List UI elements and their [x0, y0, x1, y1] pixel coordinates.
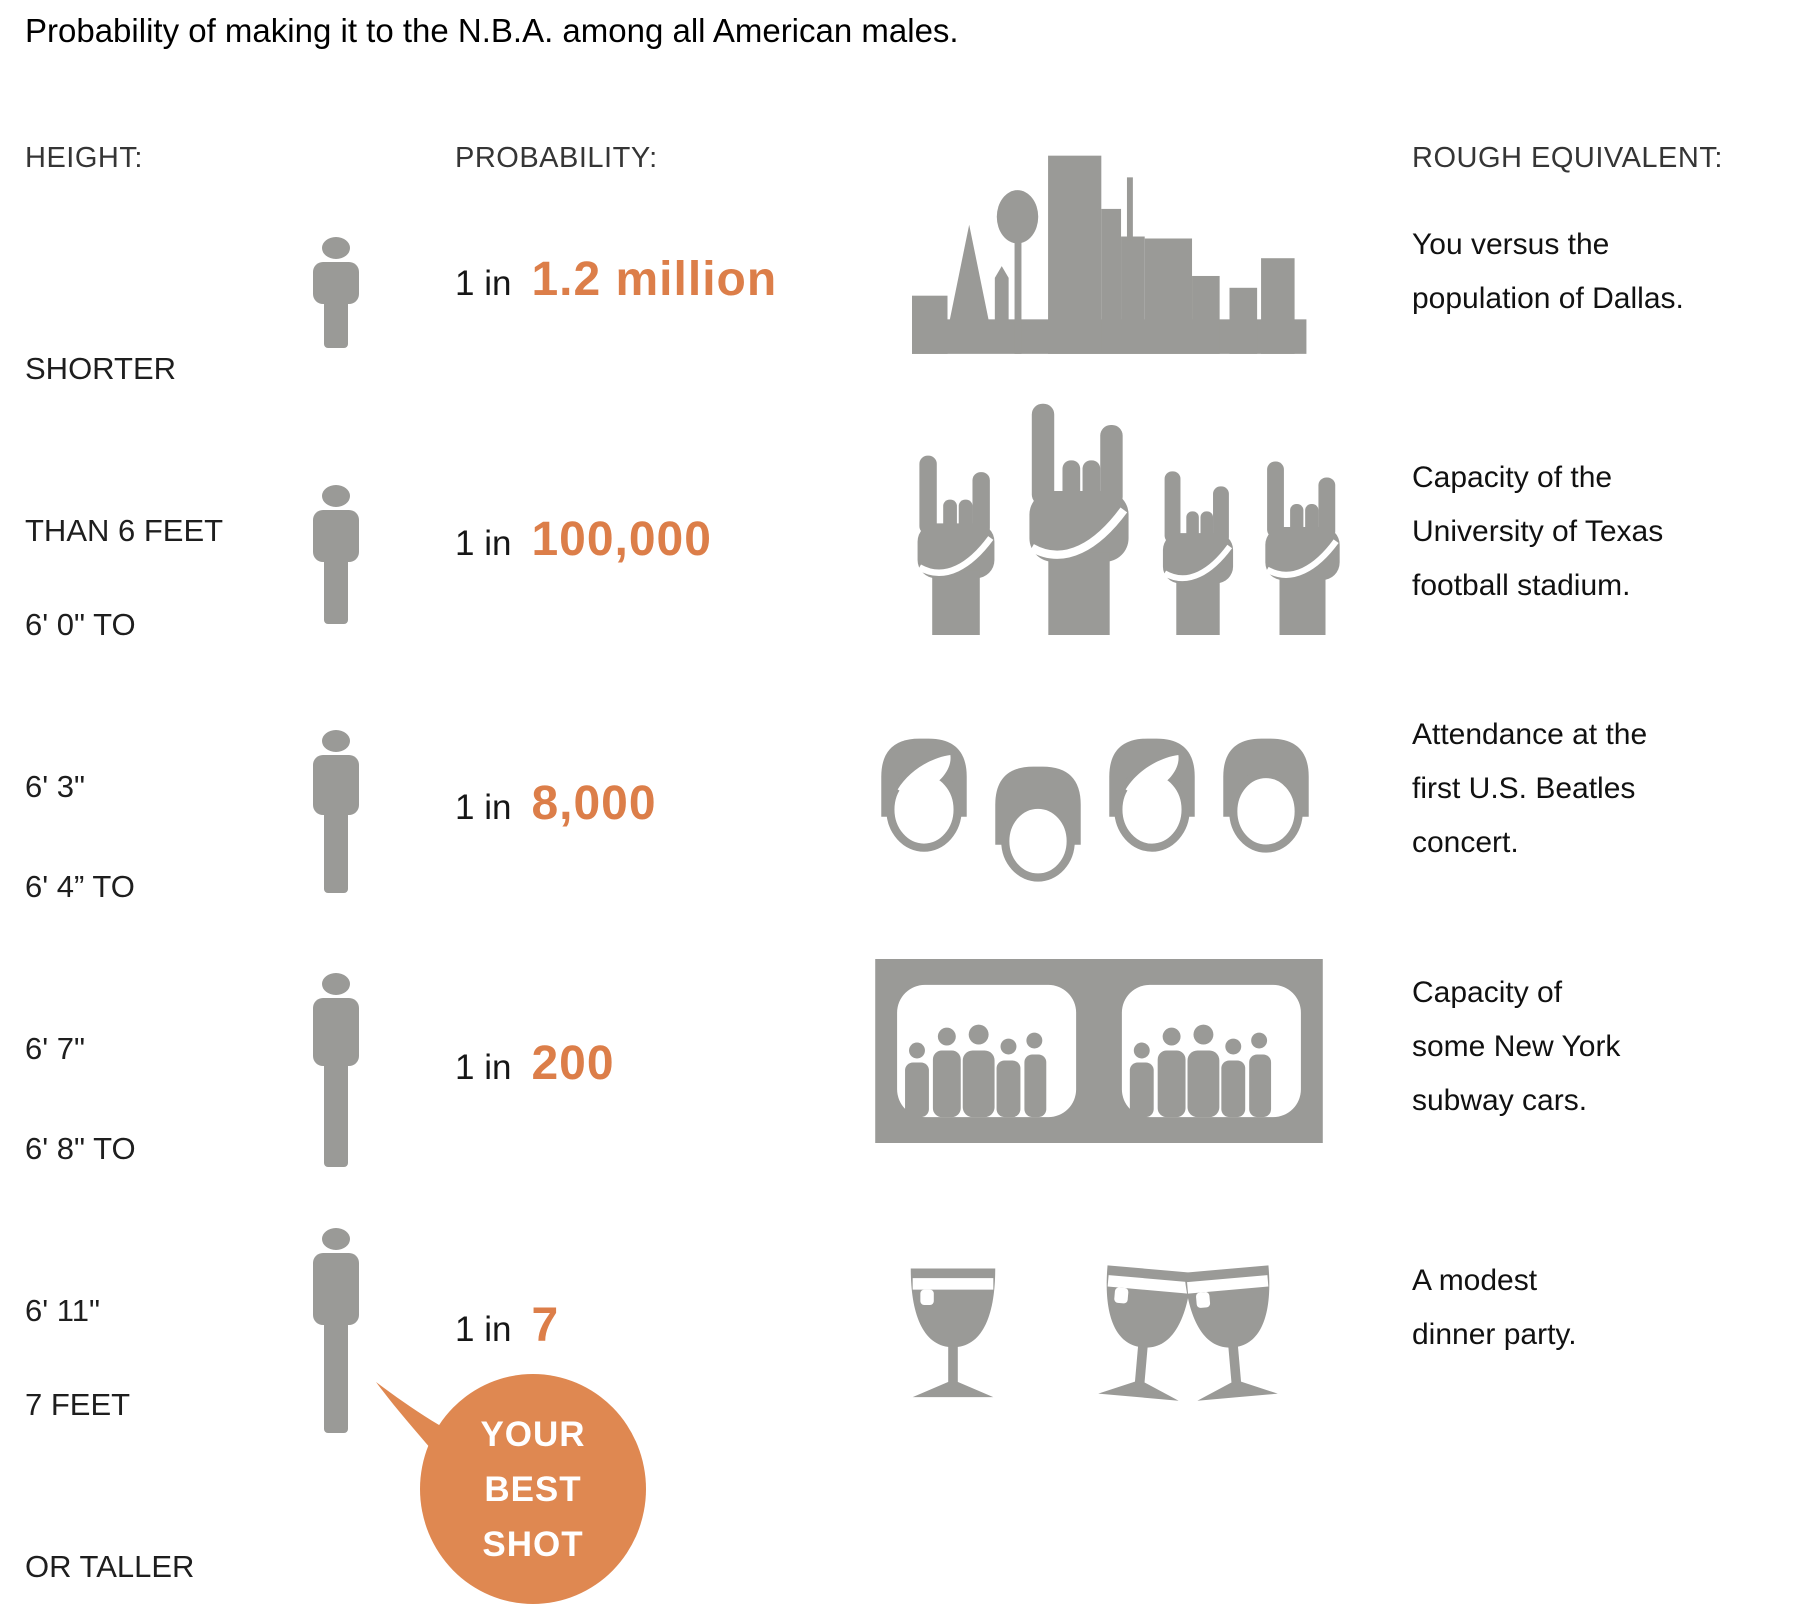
probability-prefix: 1 in [455, 524, 512, 563]
person-icon [301, 484, 371, 624]
height-line-2: THAN 6 FEET [25, 513, 224, 548]
equivalent-line: dinner party. [1412, 1318, 1577, 1351]
mop-top-head-icon [1109, 738, 1195, 852]
column-header-equivalent: ROUGH EQUIVALENT: [1412, 142, 1723, 174]
equivalent-line: concert. [1412, 826, 1519, 859]
equivalent-text: Attendance at the first U.S. Beatles con… [1412, 708, 1647, 870]
subway-riders [1129, 1024, 1272, 1118]
height-line-1: 6' 8" TO [25, 1131, 136, 1166]
height-line-2: 6' 3" [25, 769, 86, 804]
probability: 1 in 100,000 [455, 512, 712, 567]
probability-value: 200 [531, 1037, 615, 1090]
rock-hands-icon [910, 399, 1380, 635]
height-line-2: 6' 11" [25, 1293, 100, 1328]
dallas-skyline-icon [912, 122, 1336, 354]
person-icon [301, 1227, 371, 1433]
probability: 1 in 200 [455, 1036, 615, 1091]
your-best-shot-callout: YOUR BEST SHOT [420, 1374, 646, 1604]
probability-prefix: 1 in [455, 1048, 512, 1087]
horns-hand-icon [1162, 471, 1234, 635]
height-line-2: 6' 7" [25, 1031, 86, 1066]
probability-value: 1.2 million [531, 253, 778, 306]
callout-line: BEST [484, 1469, 582, 1509]
equivalent-line: University of Texas [1412, 515, 1664, 548]
mop-top-head-icon [1223, 738, 1309, 853]
beatles-heads-icon [874, 727, 1316, 890]
callout-line: SHOT [482, 1524, 584, 1564]
equivalent-text: You versus the population of Dallas. [1412, 218, 1684, 326]
height-label: 6' 0" TO 6' 3" [25, 490, 136, 922]
wine-glass-icon [1090, 1252, 1198, 1406]
column-header-probability: PROBABILITY: [455, 142, 658, 174]
height-line-1: 6' 4” TO [25, 869, 135, 904]
equivalent-line: Attendance at the [1412, 718, 1648, 751]
equivalent-line: subway cars. [1412, 1084, 1588, 1117]
wine-glass-icon [1177, 1252, 1285, 1406]
probability: 1 in 7 [455, 1298, 559, 1353]
height-line-1: 7 FEET [25, 1387, 131, 1422]
probability-value: 8,000 [531, 777, 657, 830]
equivalent-line: football stadium. [1412, 569, 1631, 602]
probability-value: 7 [531, 1299, 560, 1352]
horns-hand-icon [917, 455, 995, 635]
equivalent-line: A modest [1412, 1264, 1538, 1297]
probability: 1 in 1.2 million [455, 252, 777, 307]
equivalent-text: Capacity of the University of Texas foot… [1412, 451, 1663, 613]
person-icon [301, 236, 371, 348]
mop-top-head-icon [881, 738, 967, 852]
wine-glass-icon [905, 1256, 1001, 1402]
height-line-1: 6' 0" TO [25, 607, 136, 642]
equivalent-line: Capacity of [1412, 976, 1563, 1009]
probability-prefix: 1 in [455, 1310, 512, 1349]
person-icon [301, 729, 371, 893]
equivalent-text: Capacity of some New York subway cars. [1412, 966, 1620, 1128]
height-line-1: SHORTER [25, 351, 177, 386]
mop-top-head-icon [995, 766, 1081, 882]
column-header-height: HEIGHT: [25, 142, 143, 174]
height-label: 6' 8" TO 6' 11" [25, 1014, 136, 1446]
equivalent-line: some New York [1412, 1030, 1621, 1063]
person-icon [301, 972, 371, 1167]
equivalent-line: first U.S. Beatles [1412, 772, 1636, 805]
subway-car-icon [875, 959, 1323, 1143]
subway-riders [905, 1024, 1047, 1118]
probability-prefix: 1 in [455, 264, 512, 303]
equivalent-line: You versus the [1412, 228, 1610, 261]
height-label: 7 FEET OR TALLER [25, 1270, 194, 1620]
height-label: SHORTER THAN 6 FEET [25, 234, 223, 666]
horns-hand-icon [1029, 403, 1129, 635]
probability: 1 in 8,000 [455, 776, 657, 831]
equivalent-line: Capacity of the [1412, 461, 1613, 494]
height-line-2: OR TALLER [25, 1549, 195, 1584]
callout-line: YOUR [480, 1414, 586, 1454]
equivalent-text: A modest dinner party. [1412, 1254, 1577, 1362]
equivalent-line: population of Dallas. [1412, 282, 1684, 315]
probability-value: 100,000 [531, 513, 712, 566]
height-label: 6' 4” TO 6' 7" [25, 752, 135, 1184]
probability-prefix: 1 in [455, 788, 512, 827]
horns-hand-icon [1265, 461, 1340, 635]
page-title: Probability of making it to the N.B.A. a… [25, 12, 959, 49]
